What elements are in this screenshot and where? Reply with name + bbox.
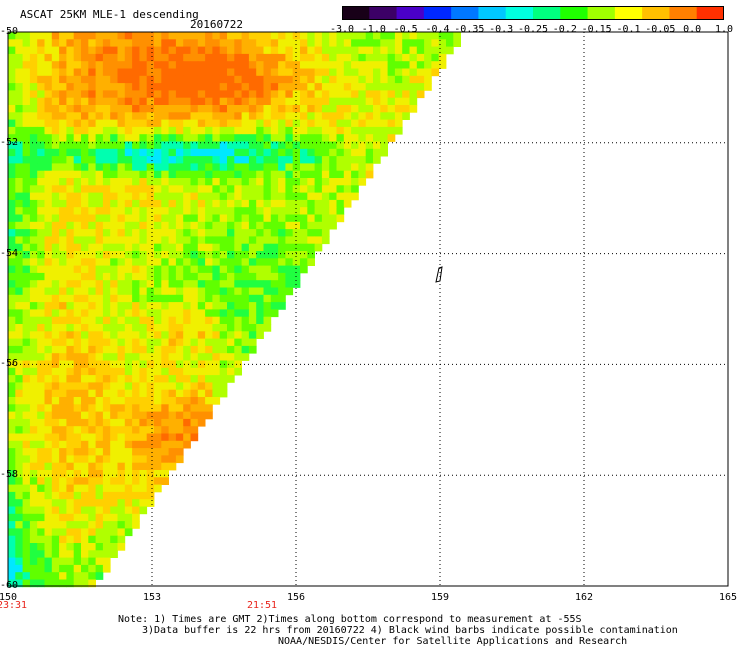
pass-time-label: 21:51	[246, 600, 278, 611]
map-title: ASCAT 25KM MLE-1 descending	[20, 8, 199, 21]
color-scale-segment	[560, 6, 589, 20]
latitude-label: -58	[0, 469, 19, 481]
color-scale-segment	[614, 6, 643, 20]
footnote: Note: 1) Times are GMT 2)Times along bot…	[118, 614, 678, 647]
color-scale-tick-label: -0.05	[645, 24, 676, 35]
color-scale-segment	[505, 6, 534, 20]
color-scale-tick-label: -0.2	[552, 24, 577, 35]
wind-speed-swath	[8, 32, 461, 588]
pass-time-label: 23:31	[0, 600, 28, 611]
footnote-line-3: NOAA/NESDIS/Center for Satellite Applica…	[278, 636, 628, 647]
color-scale-tick-label: -0.35	[454, 24, 485, 35]
color-scale-tick-label: -0.5	[393, 24, 418, 35]
longitude-label: 165	[718, 592, 738, 603]
footnote-line-2: 3)Data buffer is 22 hrs from 20160722 4)…	[142, 625, 678, 636]
color-scale-bar	[342, 6, 724, 20]
color-scale-tick-label: -0.4	[425, 24, 450, 35]
color-scale-segment	[533, 6, 561, 20]
color-scale-tick-label: 0.0	[683, 24, 702, 35]
longitude-label: 156	[286, 592, 306, 603]
color-scale-segment	[396, 6, 425, 20]
color-scale-tick-label: -0.3	[489, 24, 514, 35]
color-scale-ticks: -3.0 -1.0 -0.5 -0.4 -0.35 -0.3 -0.25 -0.2 -0.15-…	[329, 24, 734, 38]
color-scale-segment	[369, 6, 398, 20]
map-date: 20160722	[190, 18, 243, 31]
latitude-label: -50	[0, 26, 19, 37]
latitude-label: -52	[0, 136, 19, 148]
color-scale-tick-label: -0.25	[517, 24, 549, 35]
color-scale-tick-label: -1.0	[361, 24, 386, 35]
latitude-label: -56	[0, 358, 19, 370]
color-scale-segment	[696, 6, 724, 20]
longitude-label: 150	[0, 592, 18, 603]
color-scale-segment	[342, 6, 370, 20]
color-scale-segment	[451, 6, 480, 20]
color-scale-segment	[587, 6, 616, 20]
color-scale-segment	[642, 6, 671, 20]
latitude-label: -54	[0, 247, 19, 259]
map-frame	[7, 31, 729, 587]
color-scale-tick-label: 1.0	[714, 24, 734, 35]
latitude-label: -60	[0, 580, 19, 591]
color-scale-tick-label: -0.1	[616, 24, 641, 35]
mle-map-plot	[7, 31, 729, 588]
lat-lon-grid	[8, 32, 728, 586]
longitude-label: 159	[430, 592, 450, 603]
color-scale-tick-label: -0.15	[581, 24, 612, 35]
longitude-label: 153	[142, 592, 162, 603]
color-scale-segment	[669, 6, 698, 20]
color-scale-tick-label: -3.0	[329, 24, 355, 35]
color-scale-segment	[423, 6, 452, 20]
footnote-line-1: Note: 1) Times are GMT 2)Times along bot…	[118, 614, 582, 625]
color-scale-segment	[478, 6, 507, 20]
longitude-label: 162	[574, 592, 594, 603]
island-outline	[435, 266, 443, 283]
